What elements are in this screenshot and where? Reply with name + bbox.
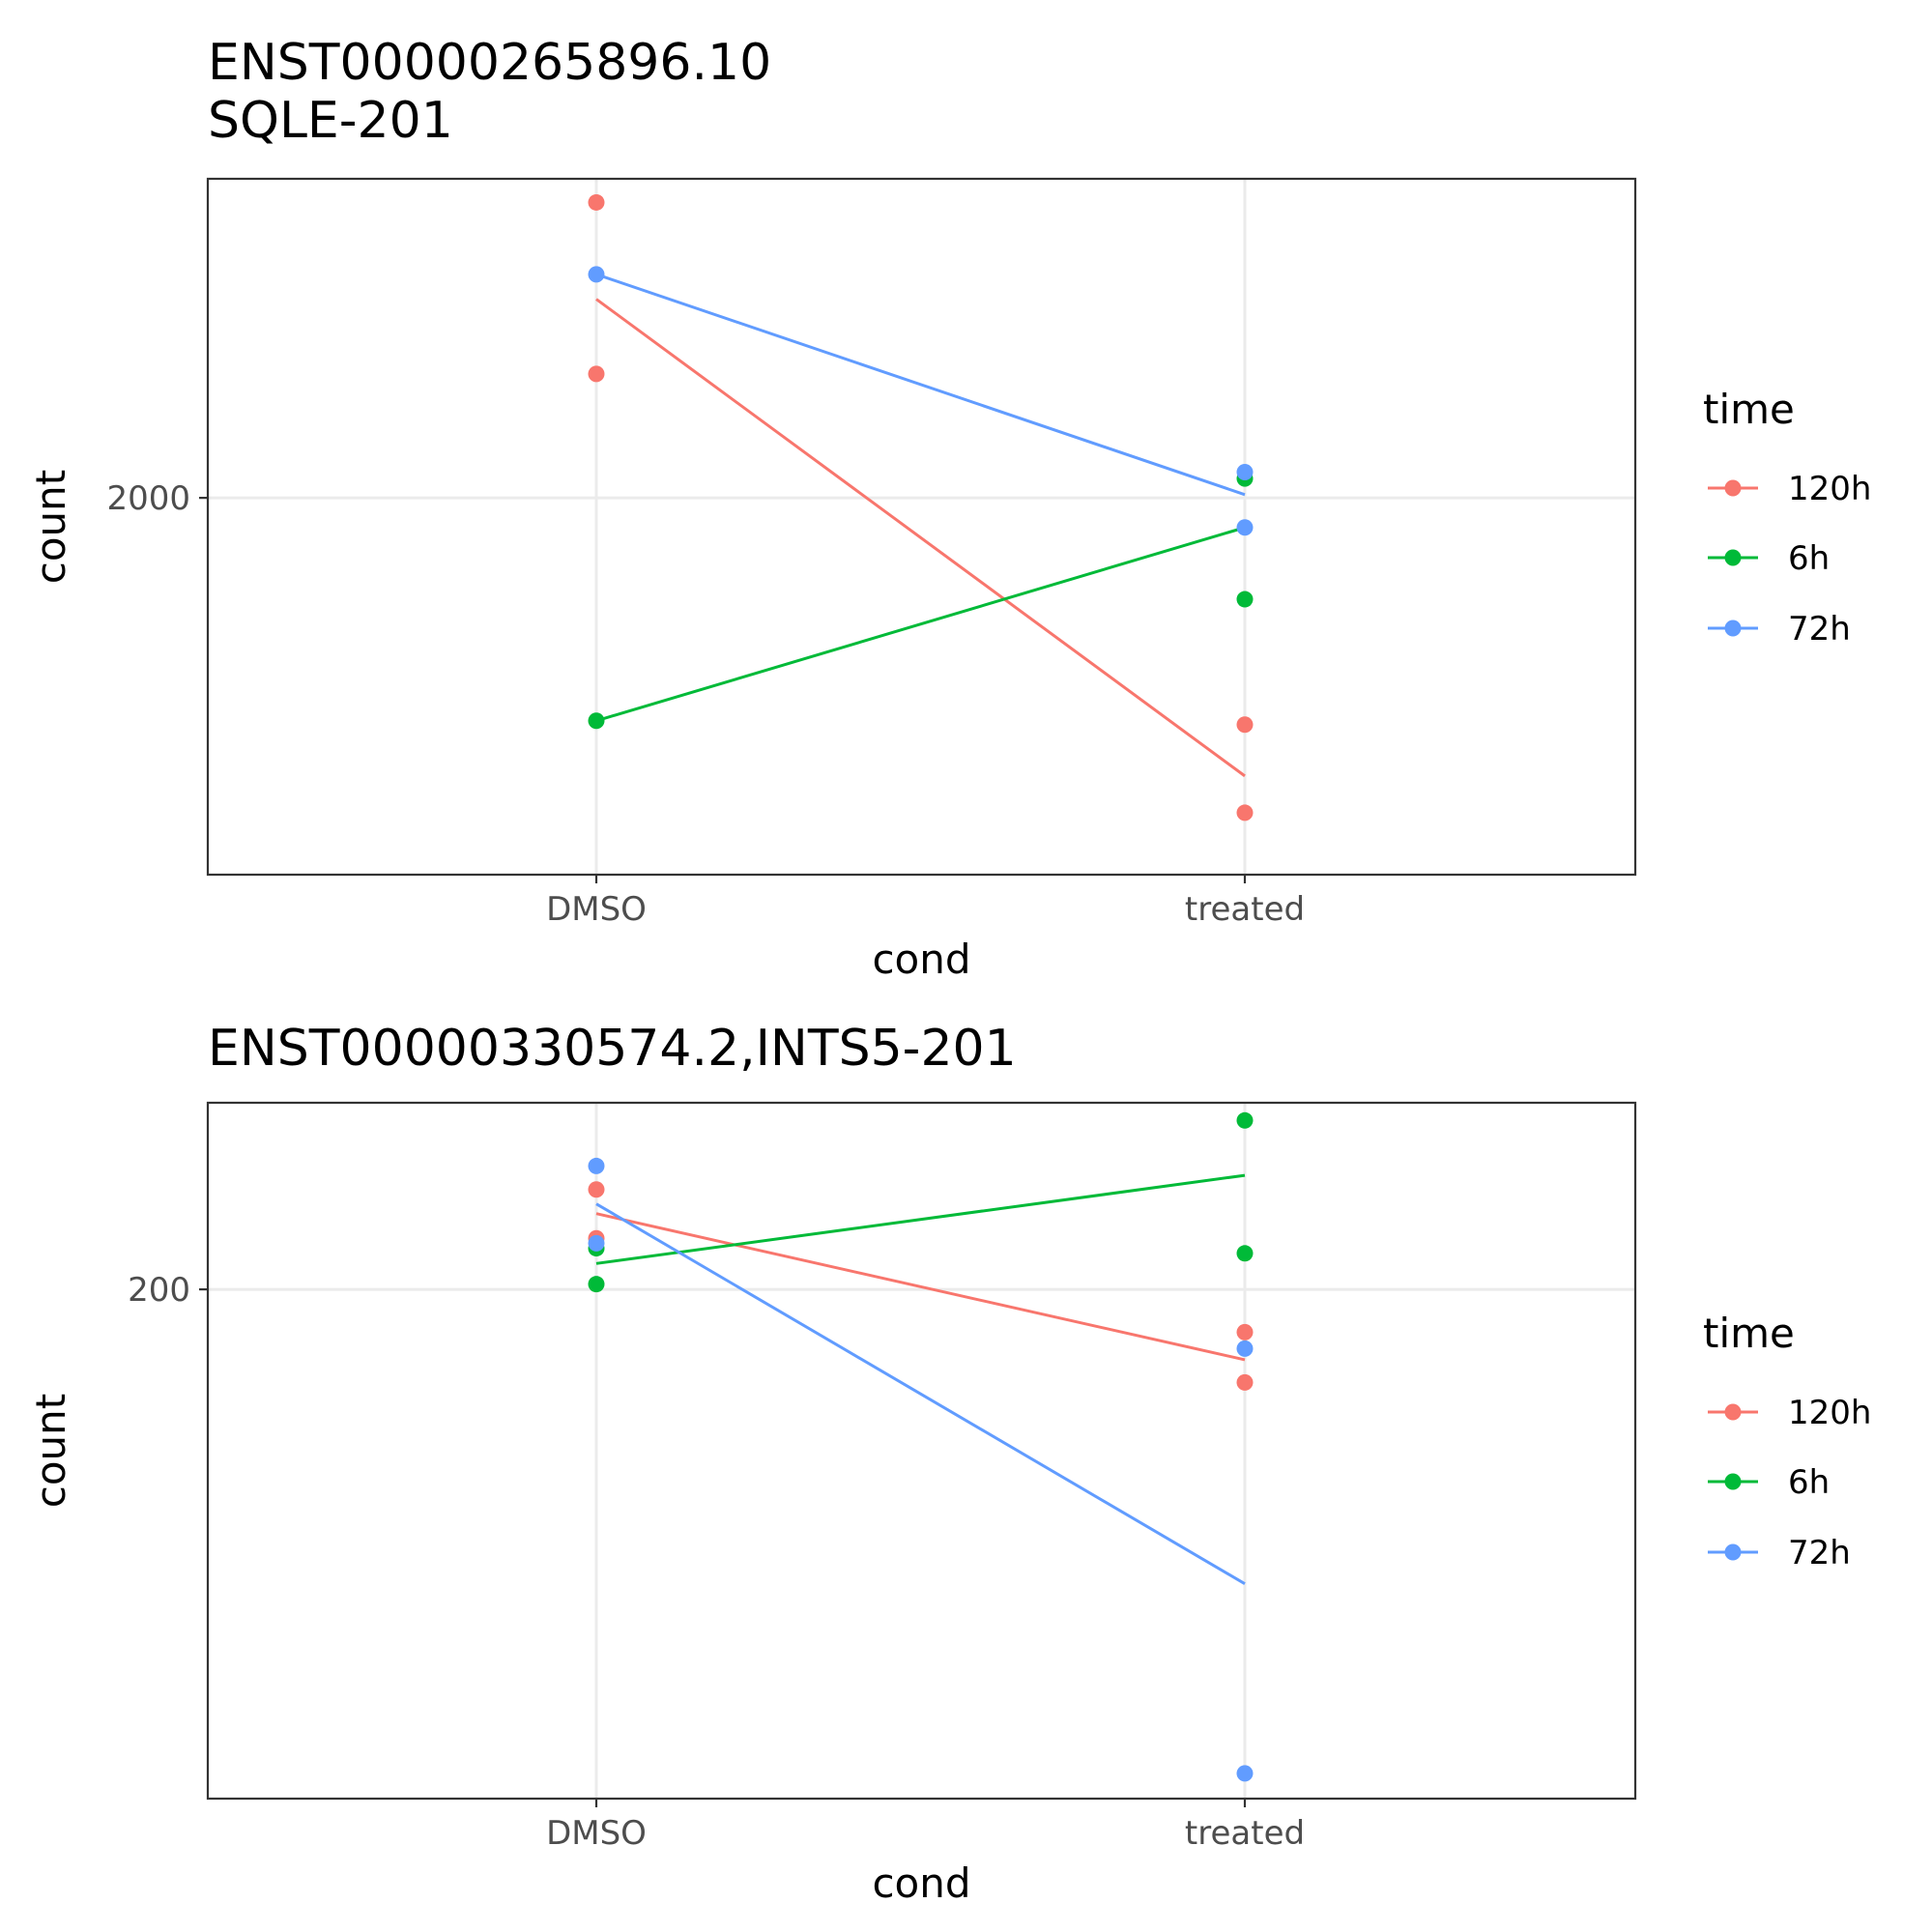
series-line-6h bbox=[595, 526, 1246, 723]
chart-title-line: SQLE-201 bbox=[208, 92, 453, 150]
chart-title-line: ENST00000265896.10 bbox=[208, 34, 771, 92]
x-axis-title: cond bbox=[872, 936, 970, 983]
series-line-120h bbox=[595, 298, 1246, 778]
legend-key-point bbox=[1724, 620, 1742, 637]
legend-label: 72h bbox=[1788, 610, 1851, 649]
legend: time 120h 6h 72h bbox=[1703, 386, 1871, 649]
data-point-120h bbox=[588, 365, 605, 383]
legend-label: 120h bbox=[1788, 470, 1871, 508]
data-point-72h bbox=[1236, 1340, 1254, 1357]
data-point-6h bbox=[588, 712, 605, 730]
legend: time 120h 6h 72h bbox=[1703, 1310, 1871, 1572]
legend-key-point bbox=[1724, 549, 1742, 566]
data-point-72h bbox=[588, 1157, 605, 1174]
y-axis-title: count bbox=[27, 1394, 74, 1509]
data-point-120h bbox=[1236, 804, 1254, 822]
legend-label: 6h bbox=[1788, 1463, 1830, 1502]
x-tick-label: treated bbox=[1185, 890, 1305, 929]
legend-title: time bbox=[1703, 1310, 1795, 1357]
plot-frame bbox=[206, 177, 1637, 877]
data-point-6h bbox=[588, 1276, 605, 1293]
legend-label: 6h bbox=[1788, 539, 1830, 578]
data-point-120h bbox=[1236, 1373, 1254, 1391]
data-point-120h bbox=[588, 193, 605, 211]
data-point-72h bbox=[1236, 463, 1254, 480]
gridlines bbox=[208, 1103, 1635, 1799]
series-line-72h bbox=[595, 273, 1246, 497]
data-point-72h bbox=[1236, 1765, 1254, 1782]
series-line-6h bbox=[595, 1173, 1246, 1265]
y-tick-label: 2000 bbox=[106, 479, 190, 518]
legend-title: time bbox=[1703, 386, 1795, 433]
series-line-120h bbox=[595, 1212, 1246, 1362]
x-tick-label: treated bbox=[1185, 1814, 1305, 1853]
plot-frame bbox=[206, 1101, 1637, 1801]
series-line-72h bbox=[595, 1202, 1246, 1585]
data-point-72h bbox=[588, 1234, 605, 1252]
data-point-120h bbox=[588, 1181, 605, 1198]
panel-2: ENST00000330574.2,INTS5-201 200 DMSO treate… bbox=[27, 1020, 1871, 1907]
legend-label: 120h bbox=[1788, 1394, 1871, 1432]
data-point-120h bbox=[1236, 1323, 1254, 1341]
legend-key-point bbox=[1724, 1403, 1742, 1421]
x-tick-label: DMSO bbox=[546, 1814, 647, 1853]
legend-label: 72h bbox=[1788, 1534, 1851, 1572]
x-tick-label: DMSO bbox=[546, 890, 647, 929]
data-point-6h bbox=[1236, 1111, 1254, 1129]
legend-key-point bbox=[1724, 1543, 1742, 1561]
data-point-72h bbox=[588, 266, 605, 283]
chart-title-line: ENST00000330574.2,INTS5-201 bbox=[208, 1020, 1017, 1078]
x-axis-title: cond bbox=[872, 1860, 970, 1907]
data-point-6h bbox=[1236, 1245, 1254, 1262]
data-point-72h bbox=[1236, 519, 1254, 536]
data-point-6h bbox=[1236, 591, 1254, 608]
legend-key-point bbox=[1724, 479, 1742, 497]
y-axis-title: count bbox=[27, 470, 74, 585]
legend-key-point bbox=[1724, 1473, 1742, 1490]
y-tick-label: 200 bbox=[128, 1271, 190, 1310]
data-point-120h bbox=[1236, 716, 1254, 734]
gridlines bbox=[208, 179, 1635, 875]
